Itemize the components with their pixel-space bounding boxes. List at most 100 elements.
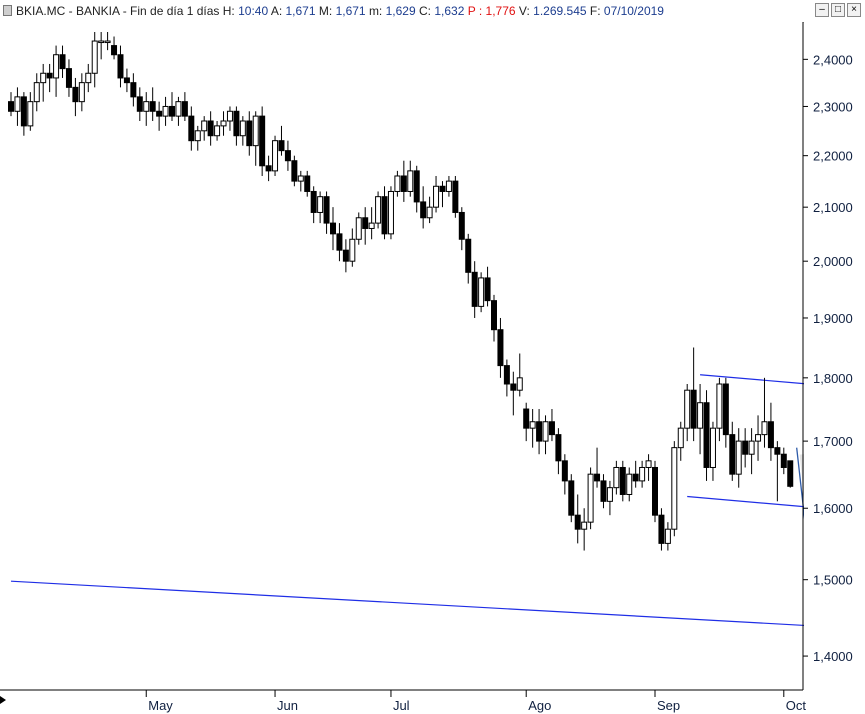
candle — [98, 32, 105, 60]
candle — [761, 377, 768, 448]
candle-body-down — [284, 150, 291, 162]
candle — [664, 522, 671, 551]
candle — [317, 191, 324, 224]
candle-body-down — [787, 460, 794, 487]
candle-body-down — [130, 82, 137, 98]
chart-title-bar: BKIA.MC - BANKIA - Fin de día 1 días H: … — [0, 0, 865, 23]
candle-body-up — [349, 238, 356, 262]
candle-body-up — [78, 82, 85, 103]
candle — [188, 106, 195, 151]
candle — [349, 228, 356, 267]
f-value: 07/10/2019 — [603, 4, 664, 18]
candle-body-down — [259, 115, 266, 167]
candle-body-up — [85, 72, 92, 84]
candle-body-down — [169, 105, 175, 117]
candle — [671, 441, 678, 537]
candle-body-down — [381, 196, 388, 235]
candle-body-up — [53, 54, 60, 79]
candle — [14, 87, 21, 126]
candle-body-down — [458, 211, 465, 240]
candle-body-down — [600, 480, 607, 502]
candle — [561, 454, 568, 495]
candle-body-down — [207, 120, 214, 137]
a-label: A: — [270, 4, 283, 18]
candle — [162, 96, 169, 126]
candle-body-down — [503, 365, 510, 385]
candle — [735, 428, 742, 488]
candle-body-down — [304, 175, 311, 192]
y-tick-label: 1,4000 — [813, 649, 853, 664]
y-tick-label: 2,4000 — [813, 52, 853, 67]
candle-body-up — [709, 427, 716, 468]
candle — [368, 207, 375, 240]
m-label: M: — [318, 4, 333, 18]
candle — [722, 377, 729, 448]
candle-body-down — [767, 421, 774, 449]
candle — [233, 106, 240, 146]
candle-body-down — [59, 54, 66, 70]
candle-body-down — [652, 466, 658, 516]
candle — [130, 73, 137, 107]
candle-body-up — [664, 528, 671, 544]
chart-header: BKIA.MC - BANKIA - Fin de día 1 días H: … — [16, 0, 664, 22]
candle-body-down — [555, 434, 562, 462]
candle — [613, 460, 620, 495]
candle-body-down — [136, 96, 143, 112]
candle — [413, 165, 420, 213]
candle — [645, 454, 652, 481]
candle — [8, 92, 14, 117]
candle-body-up — [104, 40, 111, 44]
trendline — [687, 495, 823, 509]
candle — [626, 467, 633, 502]
x-tick-label: Jun — [277, 698, 298, 713]
y-tick-label: 2,3000 — [813, 99, 853, 114]
y-axis-panel — [804, 22, 865, 714]
candle — [226, 106, 233, 131]
candle-body-up — [426, 206, 433, 219]
candle-body-down — [181, 101, 188, 117]
candle-body-up — [587, 473, 594, 523]
candle-body-down — [330, 222, 336, 235]
x-tick-label: Ago — [528, 698, 551, 713]
candle-body-down — [619, 466, 626, 495]
minimize-icon[interactable]: – — [815, 3, 829, 17]
candle — [548, 409, 555, 442]
candle — [742, 428, 749, 468]
candle — [175, 96, 182, 126]
candle — [265, 155, 272, 182]
candle — [516, 353, 523, 397]
candle — [362, 207, 369, 245]
candle-body-down — [561, 460, 568, 482]
y-tick-label: 2,1000 — [813, 200, 853, 215]
candle — [677, 421, 684, 461]
candle — [703, 390, 710, 481]
candle — [284, 140, 291, 171]
candle-body-up — [639, 466, 646, 482]
candle — [503, 359, 510, 397]
candle — [85, 63, 92, 93]
y-tick-label: 1,9000 — [813, 311, 853, 326]
candle — [53, 45, 60, 97]
candle-body-up — [748, 440, 755, 455]
close-icon[interactable]: × — [847, 3, 861, 17]
candle — [426, 196, 433, 224]
candle-body-up — [214, 125, 221, 137]
candle-body-up — [194, 130, 201, 142]
candle — [201, 116, 208, 141]
y-tick-label: 1,6000 — [813, 501, 853, 516]
candle — [330, 207, 336, 251]
candle — [709, 421, 716, 481]
candle — [297, 170, 304, 192]
maximize-icon[interactable]: □ — [831, 3, 845, 17]
candle-body-up — [613, 466, 620, 489]
candle-body-up — [478, 277, 485, 307]
candle — [400, 160, 407, 202]
candle-body-up — [33, 82, 40, 103]
candle — [117, 45, 124, 88]
v-value: 1.269.545 — [533, 4, 587, 18]
candle-body-down — [400, 175, 407, 192]
candle-body-up — [387, 190, 394, 235]
candle — [780, 447, 787, 475]
h-value: 10:40 — [238, 4, 269, 18]
candle — [194, 125, 201, 151]
